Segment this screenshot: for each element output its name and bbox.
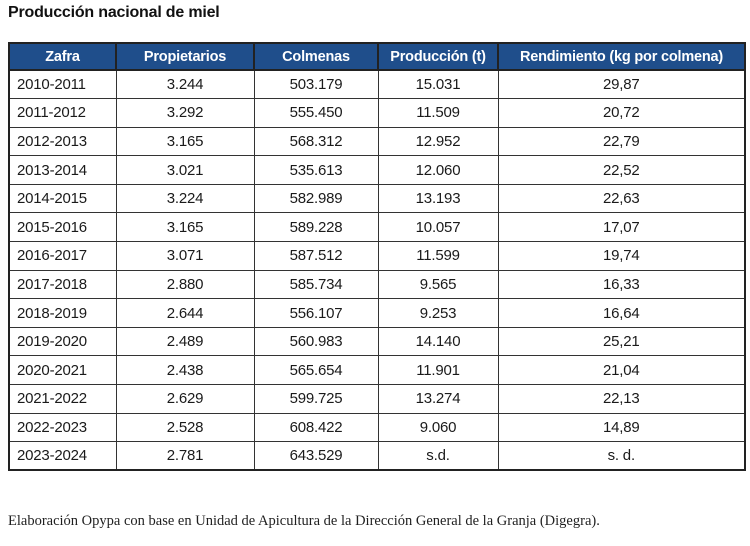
- table-cell: 2020-2021: [8, 355, 117, 386]
- table-cell: 2023-2024: [8, 441, 117, 471]
- table-cell: 29,87: [497, 69, 746, 100]
- table-cell: 12.952: [377, 126, 499, 157]
- table-row: 2014-2015 3.224 582.989 13.193 22,63: [8, 183, 746, 214]
- table-cell: 12.060: [377, 155, 499, 185]
- table-row: 2011-2012 3.292 555.450 11.509 20,72: [8, 98, 746, 128]
- table-cell: 19,74: [497, 241, 746, 271]
- table-cell: 2017-2018: [8, 269, 117, 300]
- table-cell: 9.565: [377, 269, 499, 300]
- table-cell: 2013-2014: [8, 155, 117, 185]
- table-cell: 2022-2023: [8, 412, 117, 443]
- table-head: Zafra Propietarios Colmenas Producción (t) R…: [8, 42, 746, 71]
- table-cell: 3.021: [115, 155, 255, 185]
- source-note: Elaboración Opypa con base en Unidad de …: [8, 513, 600, 529]
- table-cell: s. d.: [497, 441, 746, 471]
- table-cell: 11.509: [377, 98, 499, 128]
- table-cell: 585.734: [253, 269, 379, 300]
- table-cell: 568.312: [253, 126, 379, 157]
- table-row: 2022-2023 2.528 608.422 9.060 14,89: [8, 412, 746, 443]
- table-cell: 22,52: [497, 155, 746, 185]
- table-cell: 22,63: [497, 183, 746, 214]
- table-cell: 2.528: [115, 412, 255, 443]
- table-cell: 556.107: [253, 298, 379, 328]
- table-row: 2021-2022 2.629 599.725 13.274 22,13: [8, 384, 746, 414]
- table-row: 2017-2018 2.880 585.734 9.565 16,33: [8, 269, 746, 300]
- table-cell: 16,33: [497, 269, 746, 300]
- table-row: 2010-2011 3.244 503.179 15.031 29,87: [8, 69, 746, 100]
- table-cell: s.d.: [377, 441, 499, 471]
- table-cell: 587.512: [253, 241, 379, 271]
- table-cell: 3.292: [115, 98, 255, 128]
- table-cell: 14,89: [497, 412, 746, 443]
- table-cell: 17,07: [497, 212, 746, 243]
- table-row: 2013-2014 3.021 535.613 12.060 22,52: [8, 155, 746, 185]
- table-cell: 2.644: [115, 298, 255, 328]
- table-cell: 2.629: [115, 384, 255, 414]
- table-cell: 2018-2019: [8, 298, 117, 328]
- table-row: 2016-2017 3.071 587.512 11.599 19,74: [8, 241, 746, 271]
- table-cell: 25,21: [497, 326, 746, 357]
- table-cell: 21,04: [497, 355, 746, 386]
- table-cell: 22,13: [497, 384, 746, 414]
- table-header-row: Zafra Propietarios Colmenas Producción (t) R…: [8, 42, 746, 71]
- table-cell: 10.057: [377, 212, 499, 243]
- table-cell: 9.060: [377, 412, 499, 443]
- table-cell: 2016-2017: [8, 241, 117, 271]
- table-cell: 14.140: [377, 326, 499, 357]
- table-cell: 16,64: [497, 298, 746, 328]
- table-row: 2020-2021 2.438 565.654 11.901 21,04: [8, 355, 746, 386]
- honey-production-table: Zafra Propietarios Colmenas Producción (t) R…: [8, 42, 746, 472]
- table-cell: 2012-2013: [8, 126, 117, 157]
- table-cell: 565.654: [253, 355, 379, 386]
- column-header-1: Zafra: [8, 42, 117, 71]
- table-body: 2010-2011 3.244 503.179 15.031 29,87 2011-201…: [8, 69, 746, 471]
- table-cell: 13.274: [377, 384, 499, 414]
- table-cell: 503.179: [253, 69, 379, 100]
- table-cell: 608.422: [253, 412, 379, 443]
- table-row: 2019-2020 2.489 560.983 14.140 25,21: [8, 326, 746, 357]
- table-row: 2018-2019 2.644 556.107 9.253 16,64: [8, 298, 746, 328]
- column-header-3: Colmenas: [253, 42, 379, 71]
- table-cell: 555.450: [253, 98, 379, 128]
- table-cell: 3.165: [115, 126, 255, 157]
- table-cell: 2.438: [115, 355, 255, 386]
- table-cell: 2011-2012: [8, 98, 117, 128]
- table-cell: 535.613: [253, 155, 379, 185]
- table-cell: 3.071: [115, 241, 255, 271]
- table-cell: 2014-2015: [8, 183, 117, 214]
- table-row: 2012-2013 3.165 568.312 12.952 22,79: [8, 126, 746, 157]
- table-row: 2015-2016 3.165 589.228 10.057 17,07: [8, 212, 746, 243]
- table-cell: 582.989: [253, 183, 379, 214]
- table-cell: 2.880: [115, 269, 255, 300]
- table-cell: 643.529: [253, 441, 379, 471]
- table-cell: 2015-2016: [8, 212, 117, 243]
- table-cell: 3.224: [115, 183, 255, 214]
- table-cell: 2.489: [115, 326, 255, 357]
- table-cell: 2021-2022: [8, 384, 117, 414]
- table-cell: 11.901: [377, 355, 499, 386]
- table-cell: 589.228: [253, 212, 379, 243]
- table-cell: 13.193: [377, 183, 499, 214]
- table-cell: 3.165: [115, 212, 255, 243]
- column-header-5: Rendimiento (kg por colmena): [497, 42, 746, 71]
- table-cell: 2.781: [115, 441, 255, 471]
- page-title: Producción nacional de miel: [8, 4, 220, 21]
- table-cell: 15.031: [377, 69, 499, 100]
- table-cell: 2010-2011: [8, 69, 117, 100]
- table-row: 2023-2024 2.781 643.529 s.d. s. d.: [8, 441, 746, 471]
- table-cell: 11.599: [377, 241, 499, 271]
- table-cell: 2019-2020: [8, 326, 117, 357]
- table-cell: 3.244: [115, 69, 255, 100]
- table-cell: 599.725: [253, 384, 379, 414]
- table-cell: 20,72: [497, 98, 746, 128]
- table-cell: 560.983: [253, 326, 379, 357]
- table-cell: 22,79: [497, 126, 746, 157]
- column-header-4: Producción (t): [377, 42, 499, 71]
- table-cell: 9.253: [377, 298, 499, 328]
- column-header-2: Propietarios: [115, 42, 255, 71]
